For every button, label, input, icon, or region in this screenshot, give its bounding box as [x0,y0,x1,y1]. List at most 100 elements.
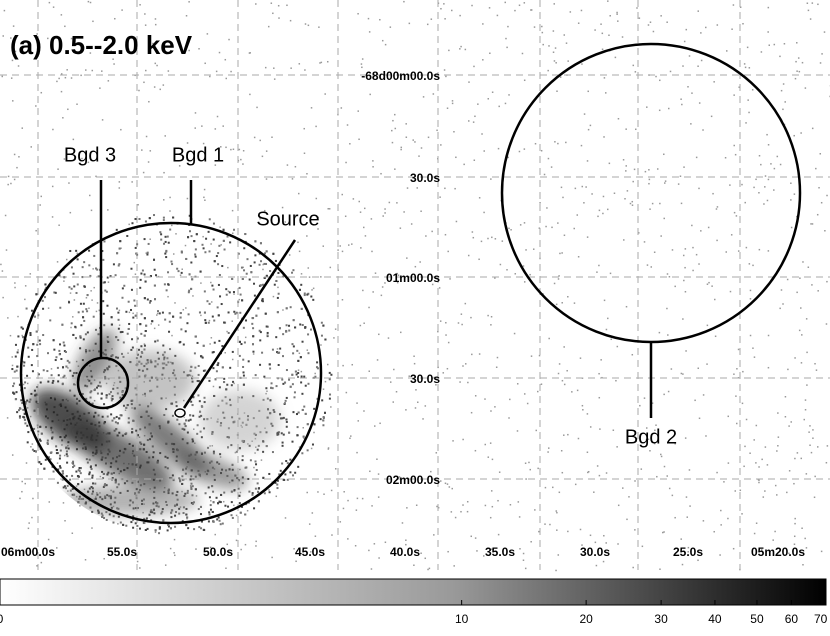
noise-dot [519,151,521,153]
noise-dot [70,212,72,214]
noise-dot [48,307,50,309]
noise-dot [27,407,29,409]
noise-dot [225,567,227,569]
noise-dot [776,450,778,452]
emission-dot [174,515,176,517]
noise-dot [481,133,483,135]
emission-dot [63,375,65,377]
noise-dot [659,110,661,112]
noise-dot [79,505,81,507]
emission-dot [212,491,214,493]
emission-dot [159,231,161,233]
noise-dot [217,116,219,118]
emission-dot [276,484,278,486]
noise-dot [808,266,810,268]
emission-dot [296,434,298,436]
noise-dot [254,137,256,139]
noise-dot [642,546,644,548]
emission-dot [90,466,92,468]
emission-dot [73,285,75,287]
emission-dot [43,369,45,371]
noise-dot [316,198,318,200]
noise-dot [163,84,165,86]
emission-dot [277,352,279,354]
emission-dot [209,496,211,498]
noise-dot [684,267,686,269]
noise-dot [382,40,384,42]
bgd1-label: Bgd 1 [172,144,224,166]
noise-dot [145,70,147,72]
emission-dot [243,371,245,373]
noise-dot [498,534,500,536]
noise-dot [810,18,812,20]
emission-dot [204,290,206,292]
noise-dot [701,60,703,62]
emission-dot [135,522,137,524]
emission-dot [122,524,124,526]
noise-dot [236,515,238,517]
emission-dot [68,447,70,449]
emission-dot [329,372,331,374]
emission-dot [206,300,208,302]
emission-dot [116,229,118,231]
noise-dot [492,459,494,461]
noise-dot [314,373,316,375]
emission-dot [285,400,287,402]
noise-dot [600,23,602,25]
noise-dot [795,61,797,63]
noise-dot [405,409,407,411]
noise-dot [436,452,438,454]
noise-dot [524,80,526,82]
noise-dot [523,265,525,267]
noise-dot [655,76,657,78]
emission-dot [147,528,149,530]
noise-dot [541,26,543,28]
noise-dot [356,402,358,404]
noise-dot [195,548,197,550]
noise-dot [337,249,339,251]
emission-dot [231,501,233,503]
noise-dot [821,53,823,55]
emission-dot [104,421,106,423]
noise-dot [812,223,814,225]
noise-dot [458,322,460,324]
noise-dot [786,492,788,494]
noise-dot [372,160,374,162]
noise-dot [8,176,10,178]
emission-dot [284,382,286,384]
noise-dot [198,48,200,50]
noise-dot [378,473,380,475]
emission-dot [80,472,82,474]
noise-dot [240,492,242,494]
emission-dot [117,422,119,424]
emission-dot [164,319,166,321]
noise-dot [580,529,582,531]
emission-dot [255,460,257,462]
emission-dot [95,267,97,269]
noise-dot [471,354,473,356]
emission-dot [130,268,132,270]
noise-dot [790,182,792,184]
emission-dot [106,291,108,293]
noise-dot [599,397,601,399]
noise-dot [716,472,718,474]
noise-dot [390,381,392,383]
noise-dot [659,203,661,205]
noise-dot [713,81,715,83]
emission-dot [121,297,123,299]
emission-dot [16,366,18,368]
emission-dot [74,326,76,328]
emission-dot [243,247,245,249]
emission-dot [269,270,271,272]
noise-dot [200,315,202,317]
emission-dot [83,338,85,340]
noise-dot [807,3,809,4]
emission-dot [223,378,225,380]
noise-dot [662,532,664,534]
noise-dot [558,275,560,277]
noise-dot [385,542,387,544]
noise-dot [562,472,564,474]
emission-dot [184,423,186,425]
noise-dot [622,36,624,38]
noise-dot [61,14,63,16]
